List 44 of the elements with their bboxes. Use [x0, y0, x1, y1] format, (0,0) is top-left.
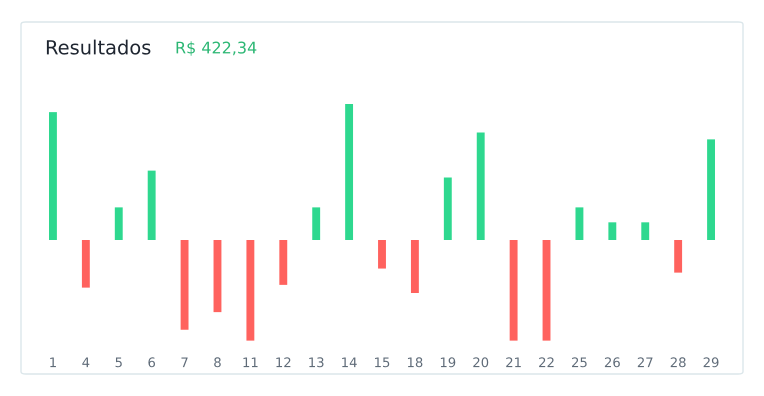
bar: [345, 104, 354, 240]
x-tick-label: 5: [116, 357, 122, 368]
x-tick-label: 26: [604, 357, 620, 368]
bar: [180, 240, 189, 330]
x-tick-label: 4: [82, 357, 90, 368]
x-tick-label: 8: [214, 357, 221, 368]
x-tick-label: 19: [440, 357, 456, 368]
bar: [476, 132, 485, 240]
bar: [410, 240, 419, 294]
bar: [49, 112, 57, 240]
x-tick-label: 21: [506, 357, 521, 368]
bar: [114, 207, 123, 240]
x-tick-label: 28: [670, 357, 686, 368]
bar: [312, 207, 320, 240]
bar: [279, 240, 288, 285]
x-tick-label: 20: [473, 357, 488, 368]
x-tick-label: 14: [342, 357, 357, 368]
x-tick-label: 1: [50, 357, 56, 368]
x-tick-label: 11: [243, 357, 258, 368]
chart-subtitle: R$ 422,34: [176, 41, 256, 56]
bar: [608, 222, 616, 240]
x-tick-label: 15: [375, 357, 390, 368]
bar: [542, 240, 550, 341]
bar: [444, 177, 452, 240]
x-tick-label: 29: [704, 357, 719, 368]
chart-title: Resultados: [46, 40, 150, 55]
bar: [575, 207, 584, 240]
bar: [510, 240, 518, 341]
x-tick-label: 27: [638, 357, 653, 368]
x-tick-label: 25: [572, 357, 587, 368]
x-tick-label: 18: [408, 357, 422, 368]
x-tick-label: 6: [148, 357, 156, 368]
bar: [148, 170, 156, 240]
x-tick-label: 22: [539, 357, 554, 368]
x-tick-label: 12: [276, 357, 290, 368]
bar: [82, 240, 90, 288]
bar: [674, 240, 682, 273]
bar: [641, 222, 650, 240]
bar: [214, 240, 222, 312]
bar: [378, 240, 386, 269]
x-tick-label: 13: [309, 357, 324, 368]
bar: [707, 139, 715, 240]
bar: [246, 240, 254, 341]
x-tick-label: 7: [181, 357, 188, 368]
